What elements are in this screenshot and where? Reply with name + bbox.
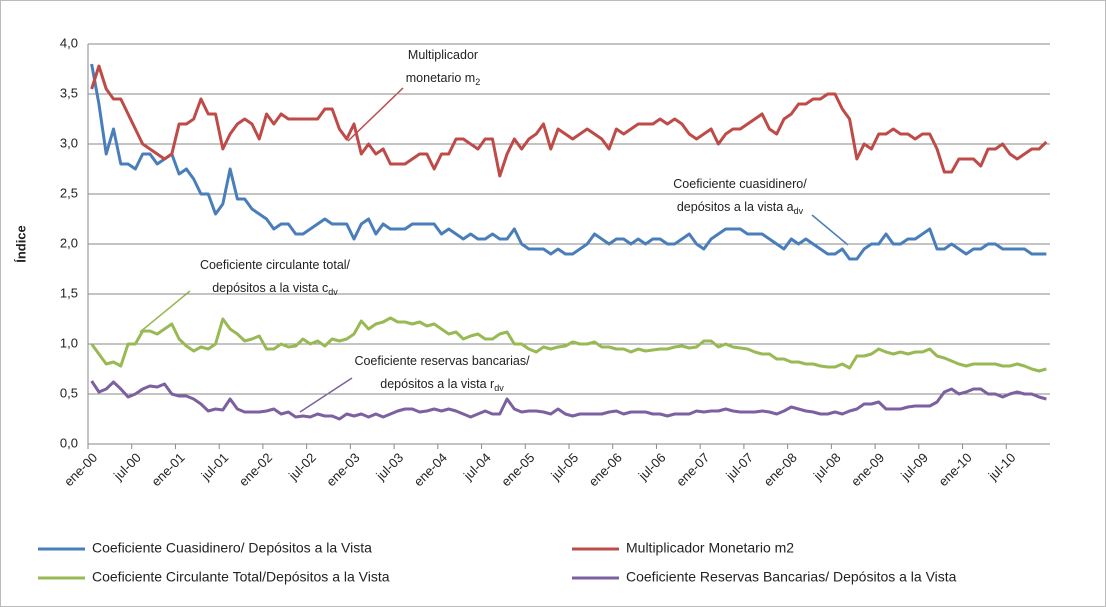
y-axis-label: Índice	[13, 225, 28, 263]
annotation: depósitos a la vista adv	[677, 200, 804, 216]
annotation-leader	[139, 290, 191, 333]
annotation-sub: dv	[328, 287, 338, 297]
series-line	[90, 316, 1047, 373]
annotation-sub: 2	[475, 77, 480, 87]
series-line	[90, 63, 1047, 261]
annotation-leader	[811, 214, 849, 246]
legend-label: Multiplicador Monetario m2	[626, 540, 794, 556]
y-tick-label: 0,5	[60, 385, 78, 400]
series-line	[90, 380, 1047, 421]
legend-label: Coeficiente Reservas Bancarias/ Depósito…	[626, 569, 957, 585]
annotation-text: Multiplicador	[408, 48, 478, 62]
y-tick-label: 4,0	[60, 35, 78, 50]
annotation-text: Coeficiente reservas bancarias/	[354, 354, 530, 368]
y-tick-label: 0,0	[60, 435, 78, 450]
annotation: Coeficiente circulante total/	[200, 258, 351, 272]
annotation: Coeficiente cuasidinero/	[673, 177, 807, 191]
annotation: Multiplicador	[408, 48, 478, 62]
y-tick-label: 3,0	[60, 135, 78, 150]
annotation-text: depósitos a la vista r	[380, 377, 494, 391]
annotation: depósitos a la vista cdv	[212, 281, 338, 297]
annotation-sub: dv	[794, 206, 804, 216]
y-tick-label: 2,0	[60, 235, 78, 250]
annotation: Coeficiente reservas bancarias/	[354, 354, 530, 368]
annotation-leader	[299, 377, 353, 413]
annotation: monetario m2	[406, 71, 481, 87]
y-tick-label: 1,0	[60, 335, 78, 350]
legend-label: Coeficiente Circulante Total/Depósitos a…	[92, 569, 390, 585]
annotation-text: Coeficiente circulante total/	[200, 258, 351, 272]
annotation-text: Coeficiente cuasidinero/	[673, 177, 807, 191]
annotation-sub: dv	[494, 383, 504, 393]
y-tick-label: 1,5	[60, 285, 78, 300]
y-tick-label: 2,5	[60, 185, 78, 200]
annotation: depósitos a la vista rdv	[380, 377, 504, 393]
series-line	[90, 64, 1048, 178]
annotation-text: depósitos a la vista c	[212, 281, 328, 295]
annotation-text: monetario m	[406, 71, 475, 85]
annotation-text: depósitos a la vista a	[677, 200, 794, 214]
y-tick-label: 3,5	[60, 85, 78, 100]
legend-label: Coeficiente Cuasidinero/ Depósitos a la …	[92, 540, 372, 556]
